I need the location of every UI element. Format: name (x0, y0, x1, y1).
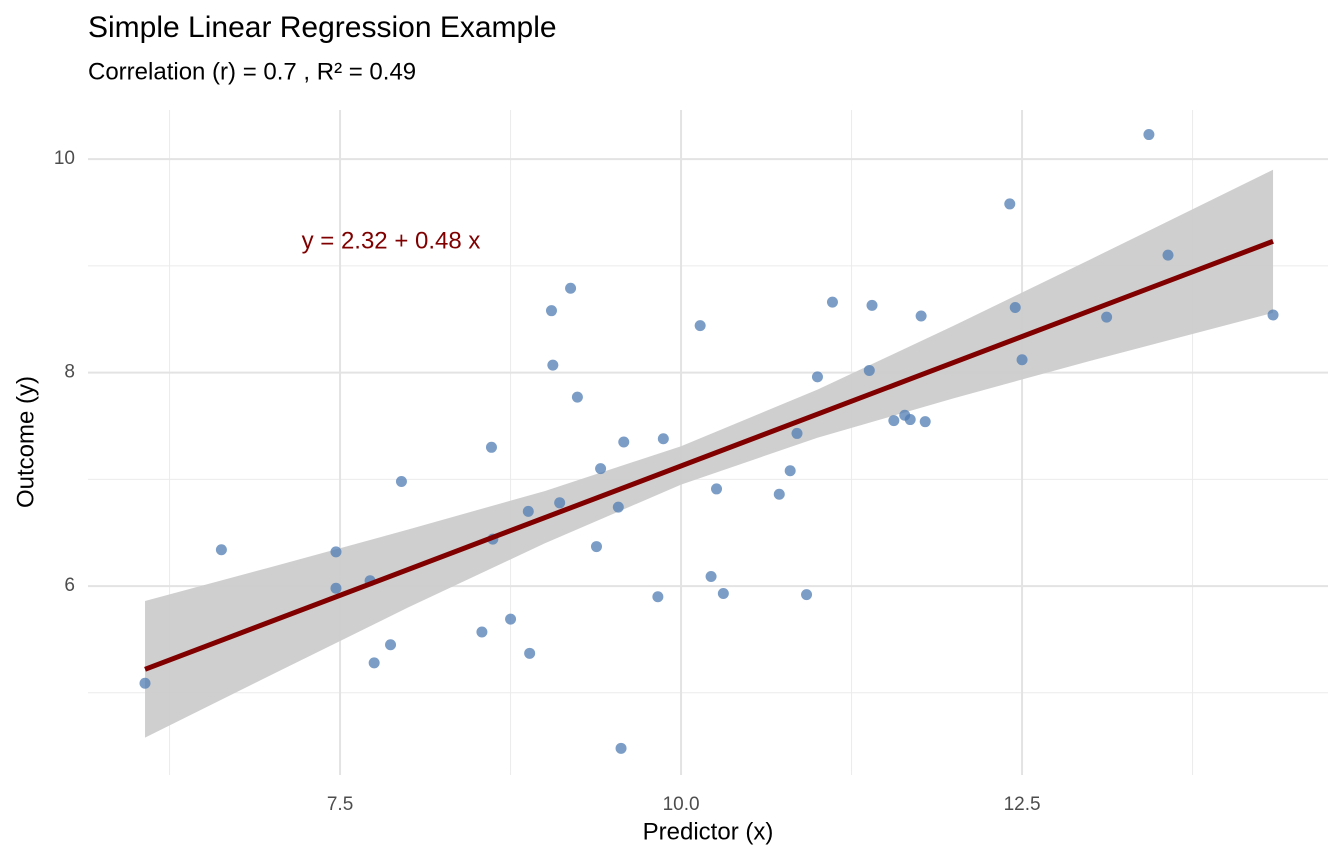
point (524, 647, 536, 659)
point (547, 359, 559, 371)
point (904, 414, 916, 426)
point (565, 282, 577, 294)
point (784, 465, 796, 477)
chart-subtitle: Correlation (r) = 0.7 , R² = 0.49 (88, 58, 416, 85)
point (705, 570, 717, 582)
point (476, 626, 488, 638)
chart-title: Simple Linear Regression Example (88, 11, 557, 44)
point (395, 475, 407, 487)
point (888, 415, 900, 427)
point (791, 427, 803, 439)
point (919, 416, 931, 428)
point (866, 299, 878, 311)
point (1143, 129, 1155, 141)
equation-annotation: y = 2.32 + 0.48 x (302, 227, 481, 254)
point (1016, 354, 1028, 366)
point (1162, 249, 1174, 261)
point (595, 463, 607, 475)
point (711, 483, 723, 495)
x-tick-label: 10.0 (663, 794, 700, 815)
point (590, 541, 602, 553)
point (522, 505, 534, 517)
point (694, 320, 706, 332)
point (657, 433, 669, 445)
point (717, 588, 729, 600)
point (485, 441, 497, 453)
y-axis-title: Outcome (y) (12, 376, 39, 508)
point (215, 544, 227, 556)
y-tick-label: 8 (64, 362, 75, 383)
x-axis-title: Predictor (x) (643, 818, 774, 845)
point (1004, 198, 1016, 210)
point (505, 613, 517, 625)
point (612, 501, 624, 513)
regression-line (144, 238, 1274, 672)
x-tick-label: 7.5 (327, 794, 353, 815)
point (826, 296, 838, 308)
point (139, 677, 151, 689)
point (385, 639, 397, 651)
point (915, 310, 927, 322)
point (330, 546, 342, 558)
point (554, 497, 566, 509)
point (1267, 309, 1279, 321)
point (652, 591, 664, 603)
point (1009, 301, 1021, 313)
point (618, 436, 630, 448)
point (811, 371, 823, 383)
point (368, 657, 380, 669)
point (615, 742, 627, 754)
point (773, 488, 785, 500)
point (545, 305, 557, 317)
point (863, 364, 875, 376)
y-tick-label: 6 (64, 575, 75, 596)
y-tick-label: 10 (54, 148, 75, 169)
point (330, 582, 342, 594)
point (1101, 311, 1113, 323)
point (571, 391, 583, 403)
point (801, 589, 813, 601)
x-tick-label: 12.5 (1004, 794, 1041, 815)
